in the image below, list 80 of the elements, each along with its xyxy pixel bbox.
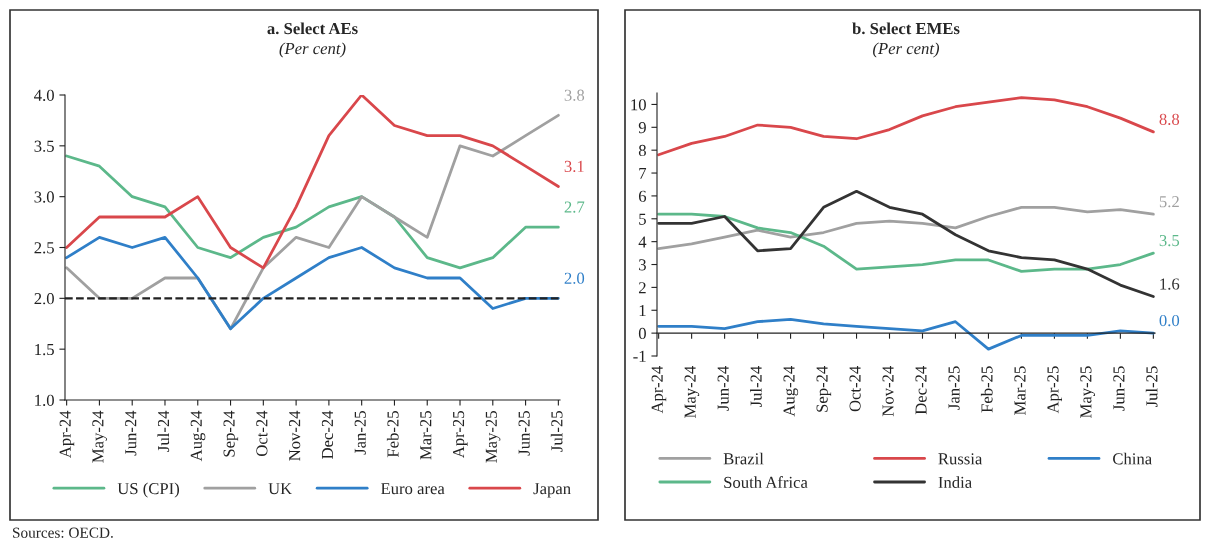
source-note: Sources: OECD. xyxy=(13,527,113,538)
chart-subtitle: (Per cent) xyxy=(279,42,346,58)
data-label: 3.5 xyxy=(1159,234,1180,247)
x-tick-label: Oct-24 xyxy=(849,365,861,412)
data-label: 3.8 xyxy=(564,89,585,101)
y-tick-label: 8 xyxy=(638,144,646,157)
x-tick-label: Apr-24 xyxy=(651,365,667,414)
y-tick-label: 4 xyxy=(638,236,647,248)
x-tick-label: May-25 xyxy=(485,411,501,463)
data-label: 2.7 xyxy=(564,201,585,213)
x-tick-label: Apr-24 xyxy=(59,410,75,459)
x-tick-label: May-25 xyxy=(1080,366,1095,419)
x-tick-label: Jul-25 xyxy=(550,411,563,452)
legend-label: Russia xyxy=(938,453,983,465)
legend-label: Euro area xyxy=(380,483,445,495)
x-tick-label: Nov-24 xyxy=(882,365,894,417)
line-series xyxy=(65,95,560,270)
x-tick-label: Jun-25 xyxy=(518,411,530,456)
x-tick-label: Aug-24 xyxy=(783,365,799,417)
x-tick-label: Sep-24 xyxy=(223,410,239,457)
legend-label: Japan xyxy=(533,483,571,498)
data-label: 8.8 xyxy=(1159,113,1180,126)
y-tick-label: 2.0 xyxy=(34,293,54,305)
x-tick-label: Jan-25 xyxy=(354,411,366,455)
legend-label: Brazil xyxy=(723,452,764,465)
x-tick-label: Feb-25 xyxy=(980,366,993,413)
data-label: 0.0 xyxy=(1159,314,1180,327)
x-tick-label: Apr-25 xyxy=(452,411,468,459)
x-tick-label: Jun-24 xyxy=(717,365,729,411)
x-tick-label: Apr-25 xyxy=(1047,366,1062,414)
x-tick-label: Dec-24 xyxy=(915,365,927,415)
legend-label: South Africa xyxy=(724,476,808,488)
legend-label: US (CPI) xyxy=(117,482,180,498)
x-tick-label: May-24 xyxy=(92,410,107,463)
x-tick-label: Sep-24 xyxy=(816,365,832,412)
y-tick-label: 3.0 xyxy=(34,191,54,203)
y-tick-label: 2.5 xyxy=(34,242,54,254)
y-tick-label: 6 xyxy=(638,190,647,202)
data-label: 1.6 xyxy=(1160,278,1180,290)
x-tick-label: Oct-24 xyxy=(256,410,268,457)
y-tick-label: 9 xyxy=(638,122,646,134)
line-series xyxy=(657,205,1155,250)
y-tick-label: 4.0 xyxy=(34,89,54,102)
x-tick-label: Jul-24 xyxy=(157,410,170,452)
x-tick-label: Mar-25 xyxy=(420,411,432,460)
y-tick-label: 1 xyxy=(639,305,646,317)
line-series xyxy=(657,189,1155,298)
x-tick-label: May-24 xyxy=(684,365,700,419)
line-series xyxy=(657,96,1155,157)
y-tick-label: 1.0 xyxy=(35,394,54,407)
y-tick-label: -1 xyxy=(633,350,646,362)
y-tick-label: 2 xyxy=(638,282,646,294)
y-tick-label: 3.5 xyxy=(34,140,54,152)
x-tick-label: Jul-25 xyxy=(1145,366,1158,408)
chart-subtitle: (Per cent) xyxy=(873,42,940,58)
chart-title: a. Select AEs xyxy=(267,22,358,35)
x-tick-label: Feb-25 xyxy=(386,411,399,458)
x-tick-label: Aug-24 xyxy=(190,410,206,462)
x-tick-label: Jun-24 xyxy=(125,410,137,456)
legend-label: China xyxy=(1113,452,1152,465)
chart-title: b. Select EMEs xyxy=(852,22,960,35)
y-tick-label: 10 xyxy=(631,99,646,111)
data-label: 5.2 xyxy=(1159,196,1179,208)
x-tick-label: Dec-24 xyxy=(321,410,334,459)
data-label: 3.1 xyxy=(564,160,584,173)
x-tick-label: Jun-25 xyxy=(1113,366,1125,411)
line-series xyxy=(65,235,560,331)
line-series xyxy=(657,212,1155,273)
y-tick-label: 5 xyxy=(639,213,646,225)
x-tick-label: Jan-25 xyxy=(948,366,960,410)
x-tick-label: Jul-24 xyxy=(750,365,762,408)
x-tick-label: Nov-24 xyxy=(289,410,301,461)
legend-label: India xyxy=(938,476,972,488)
y-tick-label: 7 xyxy=(639,167,647,179)
y-tick-label: 1.5 xyxy=(35,343,54,356)
legend-label: UK xyxy=(268,483,292,495)
data-label: 2.0 xyxy=(564,272,585,284)
y-tick-label: 3 xyxy=(639,259,646,271)
y-tick-label: 0 xyxy=(638,327,646,340)
x-tick-label: Mar-25 xyxy=(1014,366,1026,415)
